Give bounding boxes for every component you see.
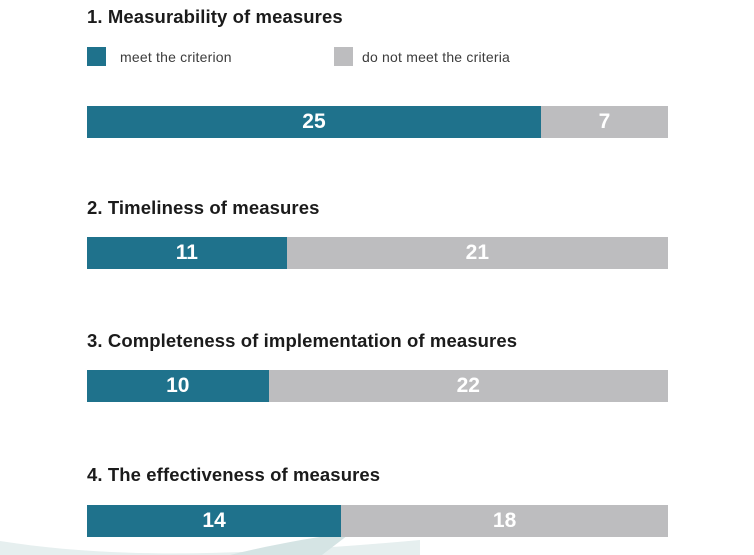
bar-segment-not-meet: 21 <box>286 237 668 269</box>
bar-segment-meet: 14 <box>87 505 342 537</box>
stacked-bar-completeness: 10 22 <box>87 370 668 402</box>
legend-swatch-not-meet <box>334 47 353 66</box>
legend-item-meet: meet the criterion <box>87 47 232 66</box>
decorative-swoosh <box>0 540 420 555</box>
bar-segment-not-meet: 7 <box>540 106 668 138</box>
stacked-bar-effectiveness: 14 18 <box>87 505 668 537</box>
bar-segment-meet: 25 <box>87 106 541 138</box>
stacked-bar-measurability: 25 7 <box>87 106 668 138</box>
legend-label-not-meet: do not meet the criteria <box>362 48 510 65</box>
bar-segment-not-meet: 18 <box>341 505 668 537</box>
legend-item-not-meet: do not meet the criteria <box>334 47 510 66</box>
bar-segment-meet: 10 <box>87 370 269 402</box>
legend-swatch-meet <box>87 47 106 66</box>
bar-segment-meet: 11 <box>87 237 287 269</box>
chart-legend: meet the criterion do not meet the crite… <box>87 47 687 67</box>
section-title-timeliness: 2. Timeliness of measures <box>87 197 320 218</box>
bar-segment-not-meet: 22 <box>268 370 668 402</box>
legend-label-meet: meet the criterion <box>120 48 232 65</box>
section-title-effectiveness: 4. The effectiveness of measures <box>87 464 381 485</box>
section-title-measurability: 1. Measurability of measures <box>87 6 343 27</box>
section-title-completeness: 3. Completeness of implementation of mea… <box>87 330 518 351</box>
stacked-bar-timeliness: 11 21 <box>87 237 668 269</box>
